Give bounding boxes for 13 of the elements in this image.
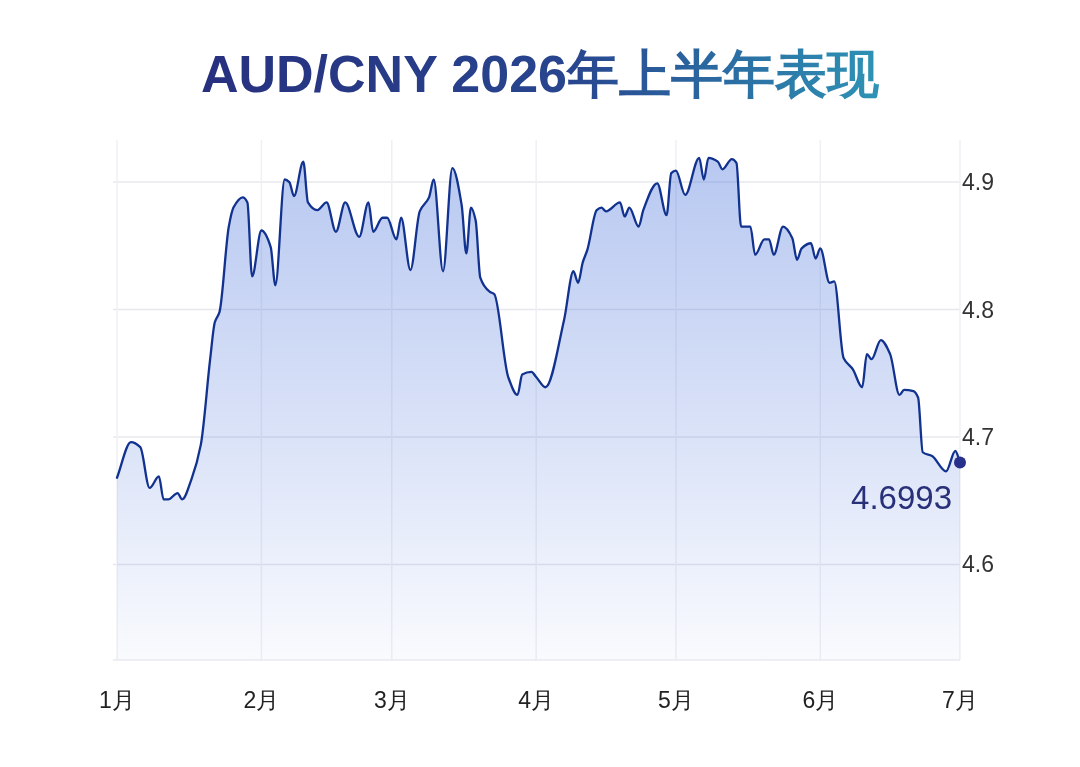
x-tick-label: 7月 (942, 687, 978, 713)
x-tick-label: 6月 (802, 687, 839, 713)
title: AUD/CNY 2026年上半年表现 (200, 45, 880, 103)
y-tick-label: 4.8 (962, 296, 994, 323)
x-tick-label: 5月 (658, 687, 694, 713)
x-tick-label: 2月 (243, 687, 280, 713)
x-tick-label: 4月 (518, 687, 555, 713)
x-tick-label: 1月 (99, 687, 135, 713)
x-tick-label: 3月 (373, 687, 410, 713)
y-tick-label: 4.9 (962, 169, 994, 196)
y-tick-label: 4.7 (962, 423, 994, 450)
y-tick-label: 4.6 (962, 551, 994, 578)
annotation: 4.6993 (851, 479, 952, 517)
